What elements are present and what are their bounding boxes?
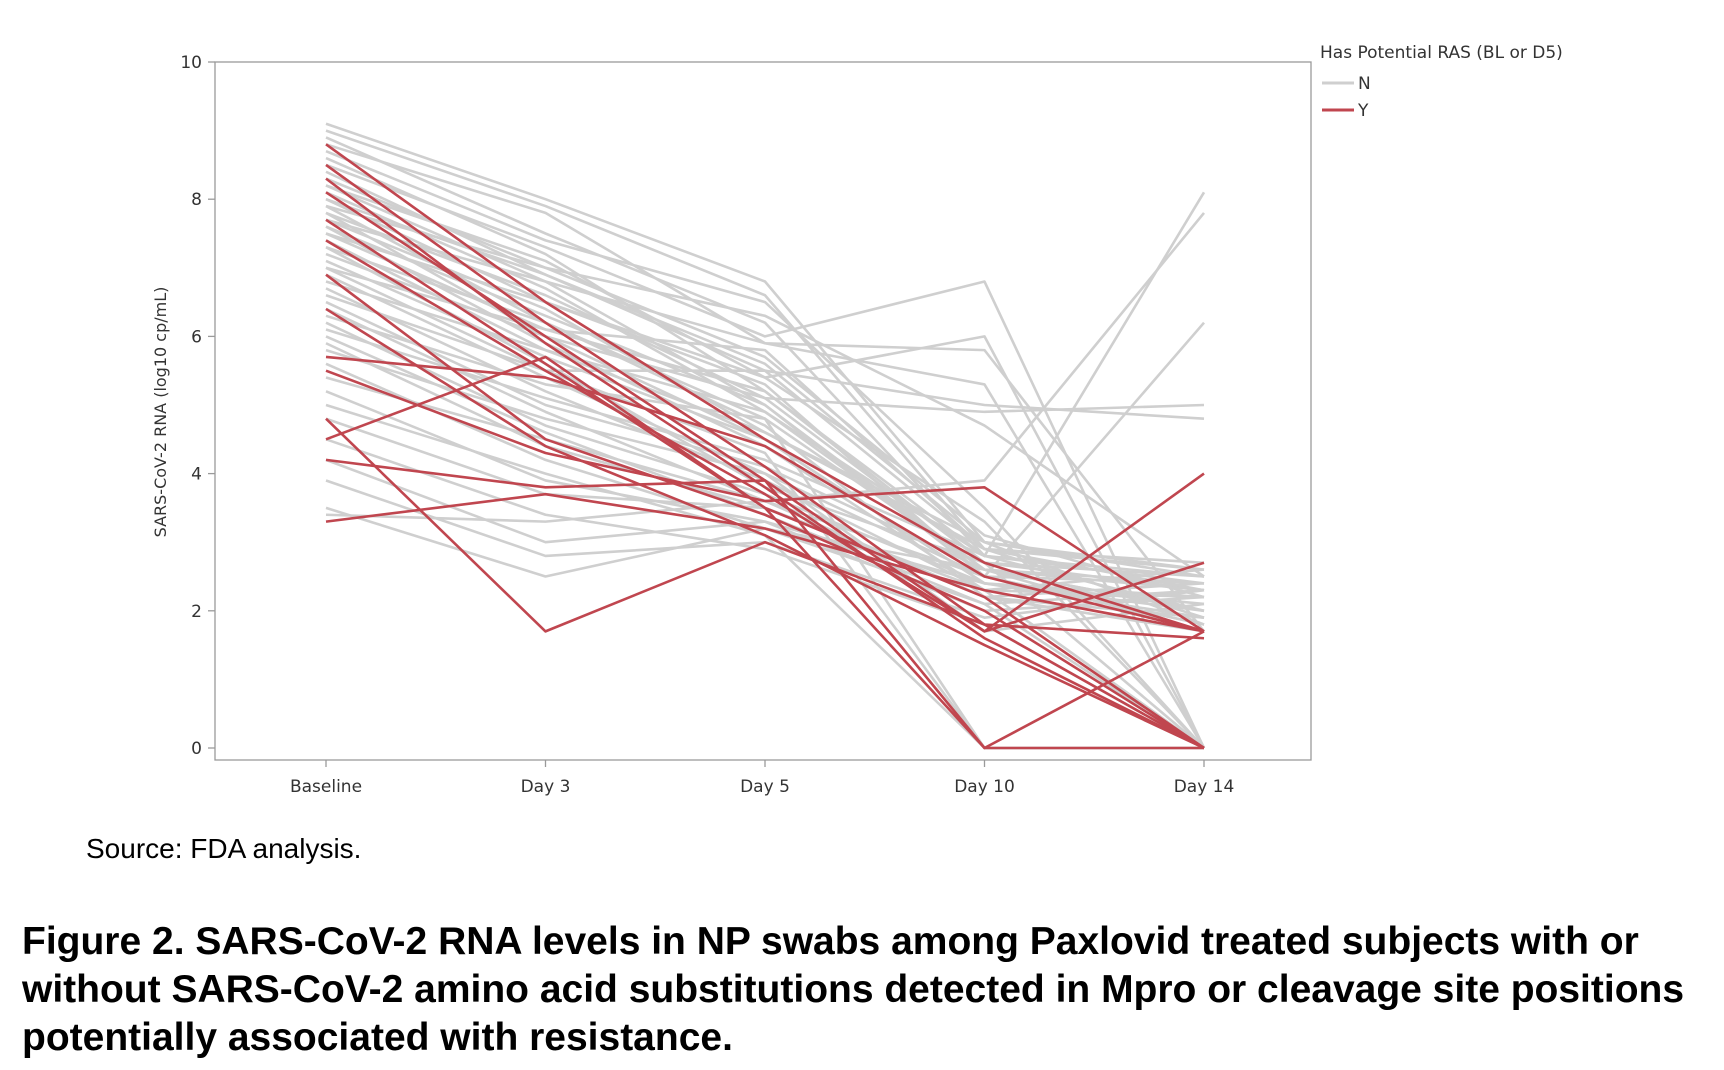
- series-line-n-24: [325, 232, 1205, 749]
- series-line-n-09: [325, 177, 1205, 599]
- legend-label-n: N: [1358, 74, 1371, 94]
- y-tick-label: 4: [191, 465, 202, 485]
- figure-caption: Figure 2. SARS-CoV-2 RNA levels in NP sw…: [22, 920, 1685, 1059]
- series-line-y-01: [325, 143, 1205, 633]
- y-tick-label: 6: [191, 327, 202, 347]
- series-line-y-07: [325, 273, 1205, 750]
- series-line-n-43: [325, 348, 1205, 633]
- series-line-y-10: [325, 369, 1205, 633]
- y-tick-label: 2: [191, 602, 202, 622]
- series-line-n-40: [325, 328, 1205, 578]
- series-line-y-13: [325, 458, 1204, 750]
- y-tick-label: 0: [191, 739, 202, 759]
- y-tick-label: 8: [191, 190, 202, 210]
- series-line-y-12: [325, 355, 1205, 750]
- series-line-y-08: [325, 307, 1205, 750]
- x-tick-label: Day 5: [740, 777, 790, 797]
- x-tick-label: Day 10: [954, 777, 1015, 797]
- y-axis: 0 2 4 6 8 10: [180, 53, 215, 759]
- series-line-n-19: [325, 218, 1206, 749]
- series-line-y-09: [325, 355, 1205, 633]
- y-tick-label: 10: [180, 53, 202, 73]
- series-line-n-35: [325, 294, 1205, 421]
- legend: Has Potential RAS (BL or D5) N Y: [1320, 43, 1563, 121]
- x-tick-label: Day 14: [1174, 777, 1235, 797]
- line-chart: 0 2 4 6 8 10 Baseline Day 3 Day 5 Day 10 Day 14 S…: [151, 43, 1563, 797]
- legend-label-y: Y: [1357, 101, 1369, 121]
- series-line-y-14: [325, 492, 1205, 633]
- series-line-n-21: [325, 225, 1205, 578]
- legend-title: Has Potential RAS (BL or D5): [1320, 43, 1563, 63]
- series-line-y-06: [325, 239, 1205, 633]
- x-tick-label: Day 3: [521, 777, 571, 797]
- series-line-n-16: [325, 204, 1205, 578]
- series-line-y-02: [325, 163, 1205, 750]
- plot-frame: [214, 61, 1312, 761]
- x-tick-label: Baseline: [290, 777, 362, 797]
- y-axis-label: SARS-CoV-2 RNA (log10 cp/mL): [151, 287, 170, 538]
- series-line-n-34: [325, 287, 1205, 599]
- series-line-n-03: [325, 136, 1205, 585]
- series-line-y-11: [325, 417, 1205, 640]
- series-line-n-25: [325, 239, 1205, 585]
- source-note: Source: FDA analysis.: [86, 833, 362, 864]
- series-line-n-32: [325, 273, 1205, 626]
- plot-lines: [325, 122, 1206, 750]
- x-axis: Baseline Day 3 Day 5 Day 10 Day 14: [290, 760, 1234, 797]
- series-line-n-02: [325, 129, 1205, 565]
